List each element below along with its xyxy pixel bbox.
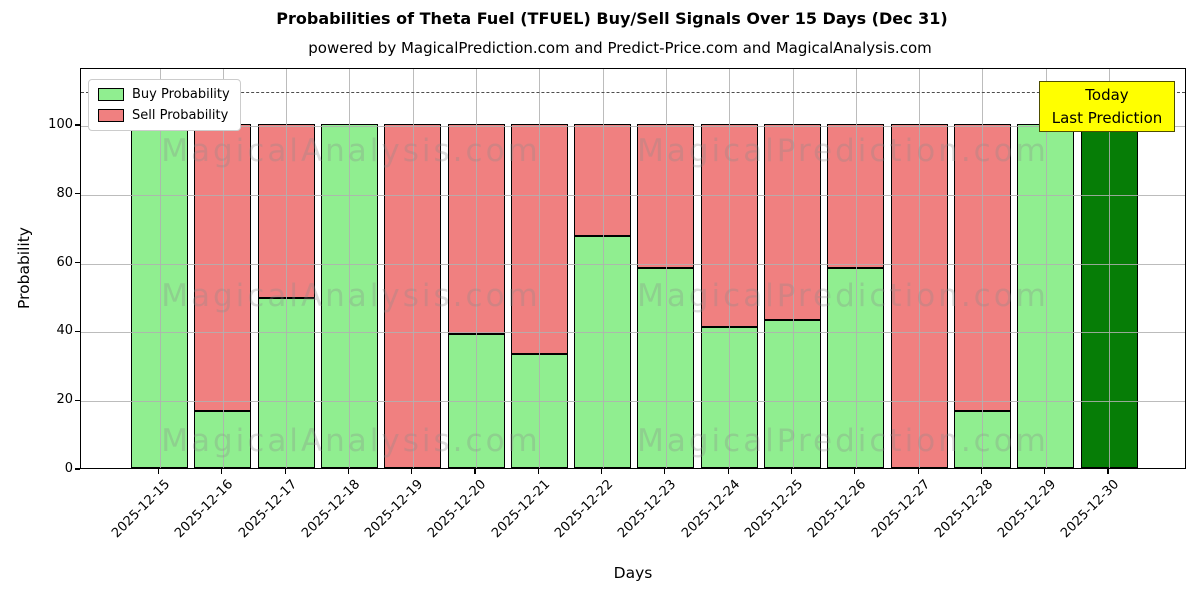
x-tick-label-text-2025-12-22: 2025-12-22 xyxy=(552,477,617,542)
y-tick-label-20: 20 xyxy=(56,392,73,408)
x-tick-label-text-2025-12-24: 2025-12-24 xyxy=(678,477,743,542)
gridline-y-60 xyxy=(81,263,1185,265)
x-tick-label-text-2025-12-29: 2025-12-29 xyxy=(995,477,1060,542)
x-tick-label-text-2025-12-27: 2025-12-27 xyxy=(868,477,933,542)
legend-label-buy: Buy Probability xyxy=(132,87,230,102)
y-tick-100 xyxy=(75,124,80,126)
x-tick-label-text-2025-12-19: 2025-12-19 xyxy=(362,477,427,542)
x-tick-label-text-2025-12-16: 2025-12-16 xyxy=(172,477,237,542)
annotation-line-2: Last Prediction xyxy=(1051,108,1163,127)
legend-label-sell: Sell Probability xyxy=(132,108,229,123)
chart-title: Probabilities of Theta Fuel (TFUEL) Buy/… xyxy=(276,9,948,28)
x-tick-label-text-2025-12-21: 2025-12-21 xyxy=(488,477,553,542)
y-tick-40 xyxy=(75,330,80,332)
legend-item-buy: Buy Probability xyxy=(98,87,230,102)
y-tick-20 xyxy=(75,399,80,401)
gridline-x-2025-12-18 xyxy=(349,69,351,468)
y-tick-label-0: 0 xyxy=(64,461,73,476)
x-tick-2025-12-20 xyxy=(474,469,476,474)
gridline-x-2025-12-22 xyxy=(602,69,604,468)
gridline-x-2025-12-26 xyxy=(855,69,857,468)
x-tick-2025-12-25 xyxy=(790,469,793,474)
x-tick-label-text-2025-12-15: 2025-12-15 xyxy=(109,477,174,542)
y-tick-label-80: 80 xyxy=(56,185,73,201)
gridline-y-100 xyxy=(81,126,1185,127)
y-axis-title: Probability xyxy=(15,227,33,309)
gridline-x-2025-12-29 xyxy=(1045,69,1047,468)
y-tick-0 xyxy=(75,468,80,470)
x-tick-2025-12-23 xyxy=(664,469,666,474)
gridline-x-2025-12-27 xyxy=(919,69,921,468)
gridline-y-40 xyxy=(81,332,1185,334)
plot-area: MagicalAnalysis.com MagicalPrediction.com… xyxy=(80,68,1186,469)
x-tick-2025-12-17 xyxy=(284,469,286,474)
x-tick-2025-12-21 xyxy=(537,469,539,474)
gridline-x-2025-12-25 xyxy=(792,69,794,468)
today-annotation: Today Last Prediction xyxy=(1039,81,1175,132)
x-tick-2025-12-26 xyxy=(854,469,856,474)
sell-swatch-icon xyxy=(98,109,124,122)
gridline-x-2025-12-23 xyxy=(665,69,667,468)
x-tick-label-text-2025-12-20: 2025-12-20 xyxy=(425,477,490,542)
x-axis-title: Days xyxy=(613,564,653,582)
x-tick-2025-12-27 xyxy=(917,469,919,474)
threshold-dashed-line xyxy=(81,91,1185,93)
y-tick-label-100: 100 xyxy=(48,117,73,132)
x-tick-2025-12-22 xyxy=(601,469,603,474)
x-tick-2025-12-30 xyxy=(1107,469,1109,474)
x-tick-label-text-2025-12-28: 2025-12-28 xyxy=(931,477,996,542)
y-tick-80 xyxy=(75,193,80,195)
x-tick-2025-12-15 xyxy=(157,469,160,474)
x-tick-2025-12-28 xyxy=(980,469,982,474)
x-tick-label-text-2025-12-23: 2025-12-23 xyxy=(615,477,680,542)
buy-swatch-icon xyxy=(98,88,124,101)
x-tick-2025-12-16 xyxy=(221,469,223,474)
x-tick-2025-12-18 xyxy=(347,469,349,474)
x-tick-label-text-2025-12-26: 2025-12-26 xyxy=(805,477,870,542)
x-tick-label-text-2025-12-25: 2025-12-25 xyxy=(742,477,807,542)
gridline-x-2025-12-30 xyxy=(1109,69,1110,468)
x-tick-label-text-2025-12-17: 2025-12-17 xyxy=(235,477,300,542)
gridline-x-2025-12-21 xyxy=(539,69,541,468)
chart-subtitle: powered by MagicalPrediction.com and Pre… xyxy=(308,39,932,57)
y-tick-label-40: 40 xyxy=(56,323,73,339)
gridline-x-2025-12-15 xyxy=(159,69,161,468)
gridline-y-20 xyxy=(81,401,1185,403)
gridline-y-80 xyxy=(81,194,1185,196)
gridline-x-2025-12-24 xyxy=(729,69,731,468)
x-tick-label-text-2025-12-30: 2025-12-30 xyxy=(1058,477,1123,542)
x-tick-2025-12-29 xyxy=(1044,469,1046,474)
gridline-x-2025-12-16 xyxy=(222,69,224,468)
x-tick-label-text-2025-12-18: 2025-12-18 xyxy=(298,477,363,542)
gridline-x-2025-12-20 xyxy=(476,69,477,468)
legend: Buy Probability Sell Probability xyxy=(88,79,241,131)
x-tick-2025-12-24 xyxy=(727,469,729,474)
y-tick-60 xyxy=(75,262,80,264)
x-tick-2025-12-19 xyxy=(411,469,413,474)
legend-item-sell: Sell Probability xyxy=(98,108,230,123)
annotation-line-1: Today xyxy=(1085,85,1129,104)
gridline-x-2025-12-28 xyxy=(982,69,984,468)
y-tick-label-60: 60 xyxy=(56,254,73,270)
gridline-x-2025-12-17 xyxy=(286,69,288,468)
gridline-x-2025-12-19 xyxy=(412,69,414,468)
